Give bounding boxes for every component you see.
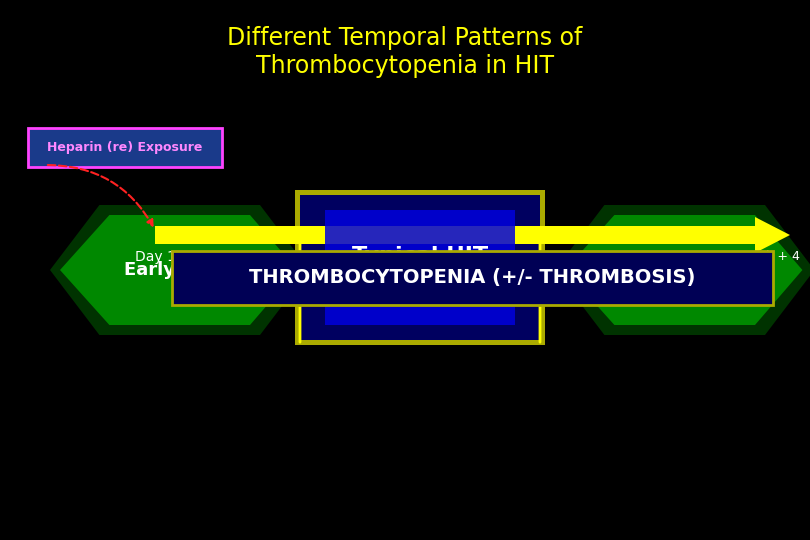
Polygon shape [60, 215, 297, 325]
FancyArrowPatch shape [48, 165, 152, 226]
FancyBboxPatch shape [28, 128, 222, 167]
Text: Day 1: Day 1 [134, 250, 176, 264]
FancyBboxPatch shape [300, 195, 540, 340]
Text: Week + 4: Week + 4 [739, 250, 800, 263]
Text: Mean day 9: Mean day 9 [379, 275, 461, 289]
Polygon shape [555, 205, 810, 335]
Text: Early HIT: Early HIT [125, 261, 215, 279]
Text: Delayed HIT: Delayed HIT [614, 261, 736, 279]
Text: Day 16: Day 16 [565, 250, 615, 264]
FancyBboxPatch shape [172, 251, 773, 305]
Text: Different Temporal Patterns of: Different Temporal Patterns of [228, 26, 582, 50]
Text: THROMBOCYTOPENIA (+/- THROMBOSIS): THROMBOCYTOPENIA (+/- THROMBOSIS) [249, 268, 696, 287]
FancyBboxPatch shape [325, 210, 515, 325]
FancyArrowPatch shape [537, 230, 544, 342]
FancyBboxPatch shape [295, 190, 545, 345]
Text: Typical HIT: Typical HIT [352, 246, 488, 266]
Polygon shape [565, 215, 803, 325]
Text: Thrombocytopenia in HIT: Thrombocytopenia in HIT [256, 54, 554, 78]
Polygon shape [155, 217, 790, 253]
Polygon shape [50, 205, 309, 335]
FancyArrowPatch shape [296, 230, 303, 342]
Text: Heparin (re) Exposure: Heparin (re) Exposure [47, 141, 202, 154]
Text: Day 4: Day 4 [279, 250, 321, 264]
